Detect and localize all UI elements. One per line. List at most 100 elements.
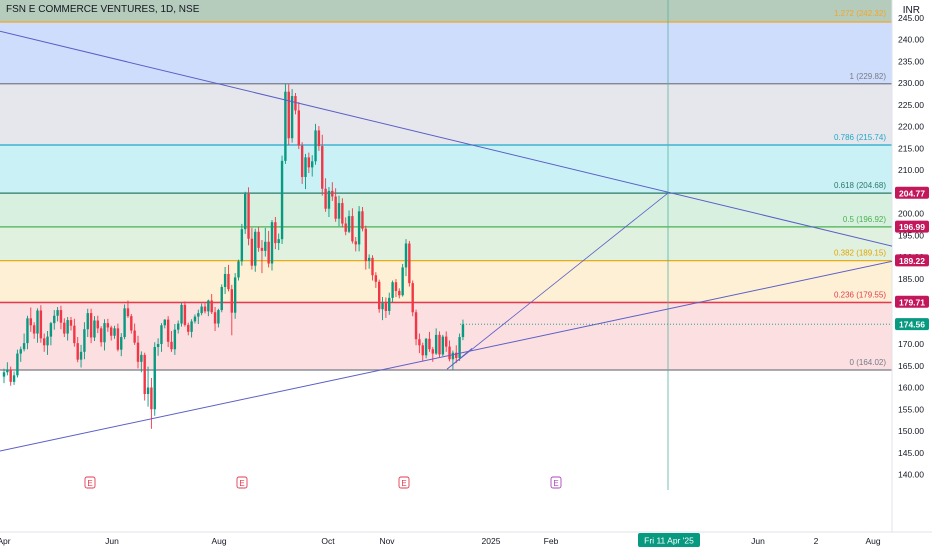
- earnings-marker[interactable]: [236, 476, 248, 489]
- candle-body: [22, 343, 26, 350]
- price-tag-label: 204.77: [899, 188, 925, 198]
- candle-body: [381, 303, 384, 310]
- candle-body: [438, 334, 441, 355]
- candle-body: [133, 330, 136, 343]
- candle-body: [76, 343, 79, 360]
- price-tick-label: 150.00: [898, 426, 924, 436]
- candle-body: [130, 316, 133, 331]
- candle-body: [99, 328, 103, 343]
- candle-body: [69, 320, 73, 326]
- time-tick-label: Nov: [379, 536, 395, 546]
- candle-body: [32, 325, 36, 334]
- candle-body: [300, 145, 304, 177]
- candle-body: [317, 130, 321, 147]
- candle-body: [143, 354, 146, 395]
- candle-body: [43, 338, 46, 346]
- candle-body: [96, 320, 99, 329]
- candle-body: [113, 328, 116, 336]
- time-tick-label: Aug: [865, 536, 880, 546]
- candle-body: [183, 304, 187, 325]
- candle-body: [59, 310, 63, 323]
- candle-body: [89, 313, 93, 338]
- earnings-marker[interactable]: [550, 476, 562, 489]
- price-tick-label: 240.00: [898, 35, 924, 45]
- candle-body: [461, 324, 465, 338]
- candle-body: [126, 308, 130, 317]
- candle-body: [441, 336, 445, 355]
- candle-body: [156, 344, 160, 348]
- candle-body: [445, 336, 448, 347]
- candle-body: [344, 223, 347, 232]
- price-tag: [895, 186, 929, 199]
- crosshair-date-label: Fri 11 Apr '25: [644, 536, 694, 546]
- candle-body: [337, 203, 341, 219]
- price-tick-label: 215.00: [898, 143, 924, 153]
- currency-label: INR: [902, 5, 920, 16]
- candle-body: [106, 323, 110, 328]
- candle-body: [66, 320, 69, 334]
- candle-body: [327, 190, 331, 209]
- candle-body: [207, 300, 210, 312]
- time-tick-label: Apr: [0, 536, 11, 546]
- price-tag-label: 179.71: [899, 297, 925, 307]
- candle-body: [220, 287, 223, 311]
- candle-body: [9, 369, 12, 382]
- candle-body: [357, 211, 361, 245]
- candle-body: [374, 275, 378, 282]
- candle-body: [36, 310, 39, 334]
- candle-body: [367, 257, 371, 261]
- fib-level-label: 0.382 (189.15): [834, 249, 886, 258]
- earnings-marker-label: E: [87, 479, 92, 488]
- candle-body: [274, 222, 277, 244]
- candle-body: [260, 247, 264, 251]
- candle-body: [240, 229, 244, 262]
- candle-body: [408, 243, 411, 284]
- candle-body: [49, 323, 53, 337]
- candle-body: [103, 323, 106, 343]
- candle-body: [257, 231, 260, 248]
- candle-body: [86, 313, 89, 330]
- projection-line-base[interactable]: [446, 348, 473, 370]
- candle-body: [401, 267, 404, 296]
- candle-body: [173, 329, 177, 350]
- candle-body: [334, 196, 337, 219]
- time-tick-label: Jun: [105, 536, 119, 546]
- price-tag: [895, 318, 929, 331]
- candle-body: [200, 306, 203, 314]
- projection-line[interactable]: [446, 192, 669, 370]
- time-tick-label: Jun: [751, 536, 765, 546]
- earnings-marker-label: E: [553, 479, 558, 488]
- price-tick-label: 165.00: [898, 361, 924, 371]
- candle-body: [177, 323, 180, 330]
- fib-level-label: 0.236 (179.55): [834, 290, 886, 299]
- candle-body: [6, 369, 9, 373]
- trendline-descending[interactable]: [0, 30, 893, 247]
- candle-body: [314, 130, 317, 162]
- candle-body: [311, 161, 314, 168]
- candle-body: [247, 193, 250, 239]
- candle-body: [197, 313, 200, 317]
- fib-level-label: 0.5 (196.92): [843, 215, 886, 224]
- candle-body: [227, 273, 230, 290]
- earnings-marker[interactable]: [84, 476, 96, 489]
- trendline-ascending[interactable]: [0, 260, 893, 452]
- price-tick-label: 210.00: [898, 165, 924, 175]
- candle-body: [428, 338, 431, 350]
- candle-body: [421, 345, 424, 356]
- candle-body: [364, 228, 367, 261]
- candle-body: [378, 281, 381, 310]
- fib-level-label: 0.786 (215.74): [834, 133, 886, 142]
- candle-body: [39, 310, 43, 339]
- candle-body: [331, 190, 334, 197]
- candle-body: [146, 387, 150, 395]
- price-tag-label: 174.56: [899, 320, 925, 330]
- candle-body: [190, 321, 193, 332]
- candle-body: [93, 320, 96, 338]
- fib-zone-0.5: [0, 193, 892, 227]
- earnings-marker[interactable]: [398, 476, 410, 489]
- candle-body: [250, 238, 254, 266]
- candle-body: [388, 297, 391, 311]
- candle-body: [270, 222, 274, 264]
